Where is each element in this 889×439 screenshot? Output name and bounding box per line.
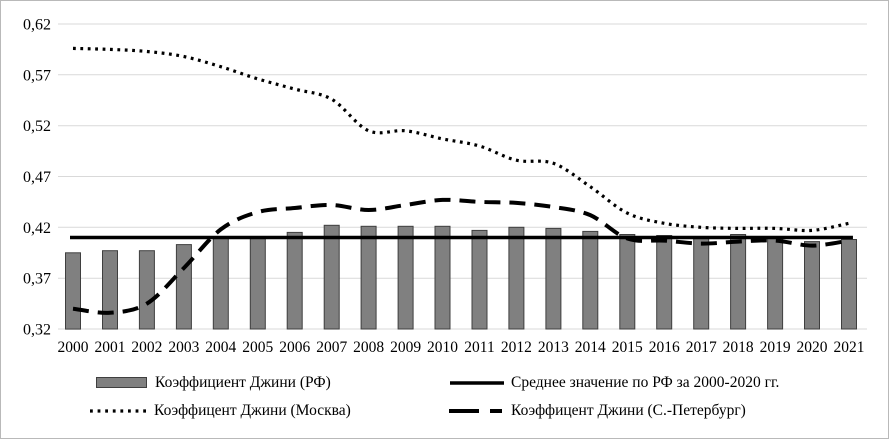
legend-item-average-rf: Среднее значение по РФ за 2000-2020 гг. [450, 373, 779, 393]
bar-2006 [286, 231, 303, 330]
svg-text:2000: 2000 [58, 339, 89, 356]
svg-text:2008: 2008 [353, 339, 384, 356]
svg-text:2011: 2011 [464, 339, 494, 356]
svg-text:2012: 2012 [501, 339, 532, 356]
dotted-line-swatch-icon [89, 404, 147, 418]
bar-2012 [508, 226, 525, 330]
legend-item-gini-moscow: Коэффицент Джини (Москва) [89, 401, 351, 421]
spb-gini-line [72, 197, 850, 315]
y-gridlines [58, 23, 867, 330]
bar-2008 [360, 225, 377, 330]
svg-text:0,37: 0,37 [23, 271, 51, 288]
svg-text:0,57: 0,57 [23, 67, 51, 84]
svg-text:2003: 2003 [168, 339, 199, 356]
svg-text:2005: 2005 [242, 339, 273, 356]
solid-line-swatch-icon [450, 376, 504, 390]
bar-2002 [138, 250, 155, 330]
legend-item-gini-spb: Коэффицент Джини (С.-Петербург) [449, 401, 746, 421]
bar-2016 [656, 235, 673, 330]
svg-text:2013: 2013 [538, 339, 569, 356]
bar-2014 [582, 230, 599, 330]
legend-label-gini-moscow: Коэффицент Джини (Москва) [154, 402, 351, 419]
bar-2003 [175, 244, 192, 330]
svg-text:2019: 2019 [760, 339, 791, 356]
bar-2009 [397, 225, 414, 330]
moscow-gini-line [72, 46, 850, 233]
legend-label-average-rf: Среднее значение по РФ за 2000-2020 гг. [511, 374, 780, 391]
bar-2017 [693, 236, 710, 330]
svg-text:2010: 2010 [427, 339, 458, 356]
svg-text:0,52: 0,52 [23, 118, 51, 135]
svg-text:2007: 2007 [316, 339, 347, 356]
bar-2000 [65, 252, 81, 330]
svg-text:2020: 2020 [797, 339, 828, 356]
bar-2010 [434, 225, 451, 330]
legend-label-gini-spb: Коэффицент Джини (С.-Петербург) [511, 402, 746, 419]
bar-2007 [323, 224, 340, 330]
svg-text:2004: 2004 [205, 339, 236, 356]
svg-text:0,47: 0,47 [23, 169, 51, 186]
svg-text:2014: 2014 [575, 339, 606, 356]
bar-2018 [730, 234, 747, 330]
dashed-line-swatch-icon [449, 404, 504, 418]
svg-text:2015: 2015 [612, 339, 643, 356]
svg-text:0,32: 0,32 [23, 322, 51, 339]
svg-text:2001: 2001 [95, 339, 126, 356]
bar-2021 [841, 239, 857, 330]
bar-swatch-icon [96, 376, 148, 390]
bar-2011 [471, 229, 488, 330]
svg-text:2002: 2002 [131, 339, 162, 356]
bar-2020 [804, 241, 820, 330]
svg-text:2016: 2016 [649, 339, 680, 356]
svg-text:2021: 2021 [834, 339, 865, 356]
bar-2001 [102, 250, 118, 330]
bar-2019 [767, 236, 784, 330]
svg-text:0,62: 0,62 [23, 17, 51, 34]
svg-text:2017: 2017 [686, 339, 717, 356]
y-axis-labels: 0,62 0,57 0,52 0,47 0,42 0,37 0,32 [23, 17, 51, 339]
svg-text:2006: 2006 [279, 339, 310, 356]
x-axis-labels: 2000 2001 2002 2003 2004 2005 2006 2007 2008 2009… [58, 339, 865, 356]
bar-2005 [249, 238, 266, 330]
svg-text:2018: 2018 [723, 339, 754, 356]
bar-2013 [545, 227, 562, 330]
legend-item-gini-rf: Коэффициент Джини (РФ) [96, 373, 331, 393]
legend-label-gini-rf: Коэффициент Джини (РФ) [155, 374, 331, 391]
bar-2004 [212, 238, 229, 330]
svg-text:2009: 2009 [390, 339, 421, 356]
svg-text:0,42: 0,42 [23, 220, 51, 237]
bar-2015 [619, 234, 636, 330]
rf-gini-bars [65, 224, 857, 330]
